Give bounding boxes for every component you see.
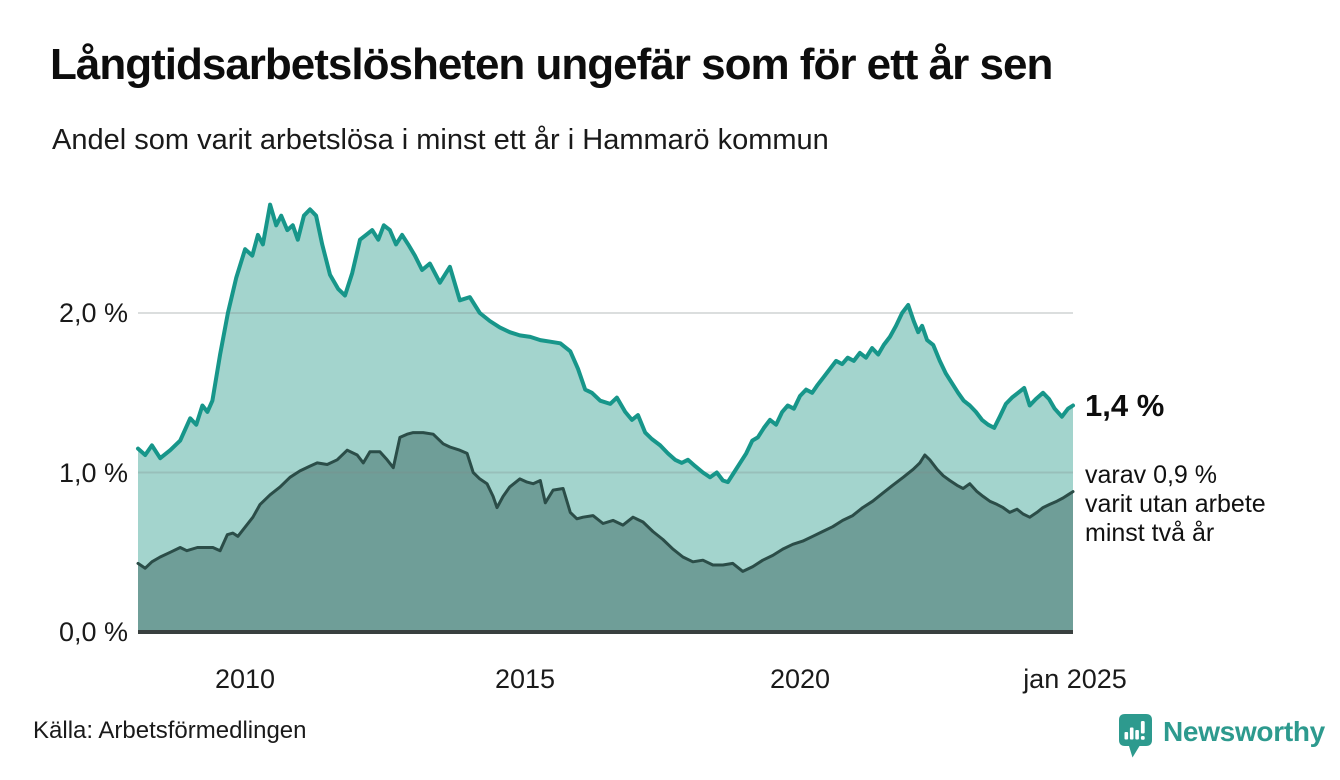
x-axis-tick-2020: 2020 xyxy=(769,664,831,694)
series-area-minst-tva-ar xyxy=(138,432,1073,632)
page-title: Långtidsarbetslösheten ungefär som för e… xyxy=(50,40,1053,89)
page-subtitle: Andel som varit arbetslösa i minst ett å… xyxy=(52,124,829,156)
x-axis-tick-2010: 2010 xyxy=(214,664,276,694)
series-line-minst-ett-ar xyxy=(136,202,1075,485)
newsworthy-bubble-chart-icon xyxy=(1119,714,1152,758)
secondary-value-label: varav 0,9 % varit utan arbete minst två … xyxy=(1085,461,1266,548)
series-line-minst-tva-ar xyxy=(136,431,1075,573)
secondary-value-line2: varit utan arbete xyxy=(1085,490,1266,518)
x-axis-line xyxy=(138,630,1073,634)
newsworthy-logo: Newsworthy xyxy=(1117,713,1325,761)
y-axis-tick-2pct: 2,0 % xyxy=(58,298,128,328)
x-axis-tick-2015: 2015 xyxy=(494,664,556,694)
x-axis-tick-jan-2025: jan 2025 xyxy=(1023,664,1127,694)
newsworthy-wordmark: Newsworthy xyxy=(1163,716,1325,747)
latest-value-label: 1,4 % xyxy=(1085,388,1165,423)
secondary-value-line3: minst två år xyxy=(1085,519,1215,547)
secondary-value-line1: varav 0,9 % xyxy=(1085,461,1218,489)
y-axis-tick-0pct: 0,0 % xyxy=(58,617,128,647)
source-note: Källa: Arbetsförmedlingen xyxy=(33,717,307,744)
y-axis-tick-1pct: 1,0 % xyxy=(58,458,128,488)
